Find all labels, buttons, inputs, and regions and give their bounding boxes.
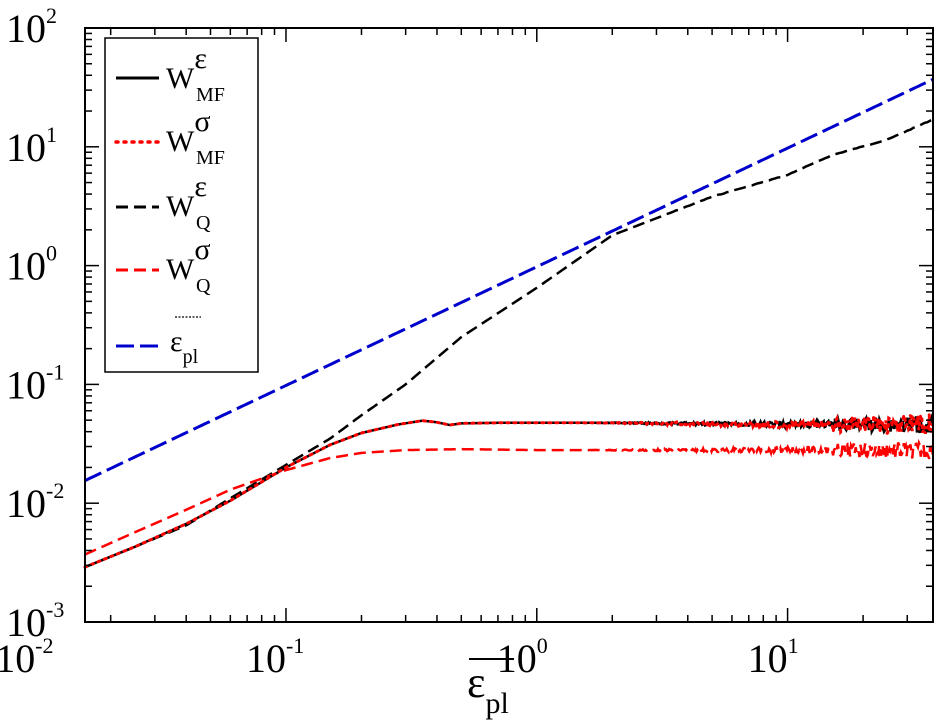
x-tick-label: 10-1 — [246, 633, 304, 681]
legend-main: W — [166, 190, 195, 223]
legend-sup: ε — [194, 42, 207, 75]
legend-main: W — [166, 125, 195, 158]
x-tick-label: 10-2 — [0, 633, 54, 681]
legend-main: W — [166, 253, 195, 286]
svg-text:Wε: Wε — [166, 42, 207, 95]
plot-frame — [84, 27, 934, 623]
legend-main: ε — [170, 325, 183, 358]
legend-item-w-q-eps: Wε Q — [116, 170, 211, 234]
x-tick-label: 101 — [748, 633, 799, 681]
y-tick-label: 100 — [6, 241, 57, 289]
series-layer — [83, 77, 935, 569]
legend-sub: MF — [196, 147, 225, 169]
legend-box — [104, 37, 259, 373]
legend-item-eps-pl: εpl — [116, 316, 201, 368]
legend-item-w-mf-eps: Wε MF — [116, 42, 225, 106]
y-tick-label: 10-3 — [6, 597, 64, 645]
svg-text:εpl: εpl — [170, 325, 199, 368]
legend-sup: σ — [194, 233, 210, 266]
series-line-3 — [84, 438, 935, 556]
y-tick-label: 10-1 — [6, 359, 64, 407]
legend-sup: σ — [194, 105, 210, 138]
legend-item-w-q-sigma: Wσ Q — [116, 233, 211, 297]
legend-sub: Q — [196, 275, 211, 297]
legend-main: W — [166, 62, 195, 95]
legend-sub: MF — [196, 84, 225, 106]
svg-text:Wσ: Wσ — [166, 105, 211, 158]
svg-text:εpl: εpl — [467, 658, 509, 720]
x-axis-label: εpl — [467, 658, 514, 720]
y-tick-label: 102 — [6, 3, 57, 51]
svg-text:Wσ: Wσ — [166, 233, 211, 286]
svg-text:Wε: Wε — [166, 170, 207, 223]
legend: Wε MF Wσ MF Wε Q Wσ Q — [104, 37, 259, 373]
series-line-2 — [84, 118, 934, 569]
y-tick-label: 101 — [6, 122, 57, 170]
x-axis-label-main: ε — [467, 658, 485, 707]
legend-item-w-mf-sigma: Wσ MF — [114, 105, 225, 169]
series-line-1 — [83, 411, 935, 569]
x-axis-label-sub: pl — [485, 687, 508, 720]
legend-sub: Q — [196, 212, 211, 234]
series-line-4 — [84, 77, 934, 482]
legend-sup: ε — [194, 170, 207, 203]
legend-sub: pl — [183, 346, 199, 368]
y-tick-label: 10-2 — [6, 478, 64, 526]
